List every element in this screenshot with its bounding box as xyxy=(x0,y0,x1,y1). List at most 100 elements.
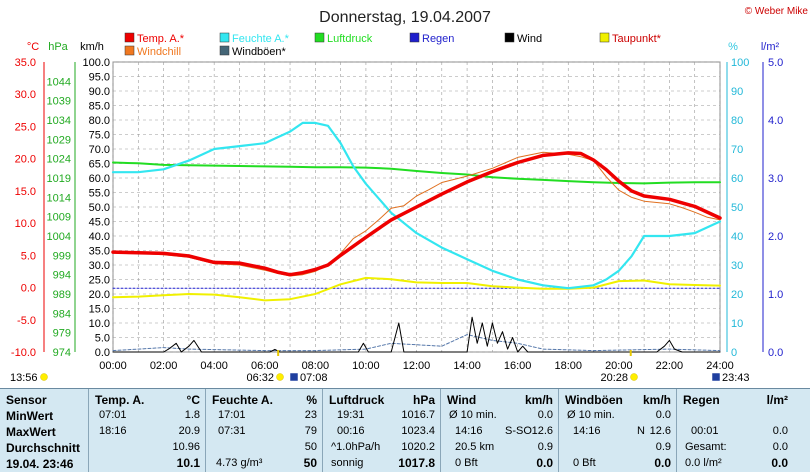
temp-min: 1.8 xyxy=(184,409,200,421)
press-max-time: 00:16 xyxy=(337,425,365,437)
temp-tick-label: 10.0 xyxy=(15,218,36,230)
legend-swatch xyxy=(314,32,325,43)
kmh-tick-label: 25.0 xyxy=(89,275,110,287)
rain-total: 0.0 xyxy=(772,441,788,453)
series-line-windb-en xyxy=(112,334,721,352)
sun-icon xyxy=(630,373,638,381)
x-tick-label: 04:00 xyxy=(200,360,228,372)
gust-10min: 0.0 xyxy=(655,409,671,421)
hum-avg: 50 xyxy=(304,441,317,453)
rain-tick-label: 0.0 xyxy=(768,347,783,359)
wind-header: Wind xyxy=(447,393,477,407)
kmh-tick-label: 35.0 xyxy=(89,246,110,258)
x-tick-label: 18:00 xyxy=(554,360,582,372)
rain-total-label: Gesamt: xyxy=(685,441,727,453)
hum-max: 79 xyxy=(304,425,317,437)
hum-unit: % xyxy=(306,393,317,407)
hpa-tick-label: 1024 xyxy=(47,154,71,166)
kmh-tick-label: 5.0 xyxy=(95,333,110,345)
hpa-tick-label: 984 xyxy=(53,308,71,320)
pct-tick-label: 90 xyxy=(731,86,743,98)
sun-moon-markers: 13:56 06:32 07:08 20:28 23:43 xyxy=(10,350,750,384)
temp-tick-label: 15.0 xyxy=(15,186,36,198)
press-forecast: sonnig xyxy=(331,457,364,469)
temp-max: 20.9 xyxy=(178,425,200,437)
chart-background xyxy=(0,0,810,388)
wind-unit: km/h xyxy=(524,393,553,407)
series-line-taupunkt xyxy=(112,276,721,302)
kmh-tick-label: 30.0 xyxy=(89,260,110,272)
current-datetime: 19.04. 23:46 xyxy=(6,457,74,471)
legend-label: Taupunkt* xyxy=(612,33,662,45)
temp-tick-label: 20.0 xyxy=(15,154,36,166)
pct-tick-label: 50 xyxy=(731,202,743,214)
temp-column: Temp. A. °C 07:01 1.8 18:16 20.9 10.96 1… xyxy=(88,389,206,472)
gust-header: Windböen xyxy=(565,393,623,407)
pct-axis-unit: % xyxy=(728,41,738,53)
gust-avg: 0.9 xyxy=(655,441,671,453)
legend-swatch xyxy=(219,45,230,56)
x-tick-label: 12:00 xyxy=(403,360,431,372)
wind-bft: 0 Bft xyxy=(455,457,478,469)
temp-unit: °C xyxy=(186,393,200,407)
kmh-tick-label: 75.0 xyxy=(89,130,110,142)
kmh-tick-label: 65.0 xyxy=(89,159,110,171)
hpa-tick-label: 994 xyxy=(53,270,71,282)
rain-now-label: 0.0 l/m² xyxy=(685,457,722,469)
series-line-windchill xyxy=(112,151,721,277)
min-row-label: MinWert xyxy=(6,409,54,423)
sun-icon xyxy=(276,373,284,381)
temp-avg: 10.96 xyxy=(172,441,200,453)
press-avg: 1020.2 xyxy=(401,441,435,453)
wind-10min-label: Ø 10 min. xyxy=(449,409,497,421)
chart-axes: °C hPa km/h% l/m² 35.0 30.0 25.0 20.0 15.0 10.0 5.… xyxy=(11,41,783,372)
kmh-tick-label: 0.0 xyxy=(95,347,110,359)
rain-tick-label: 5.0 xyxy=(768,57,783,69)
moon-icon xyxy=(289,372,299,382)
temp-tick-label: 35.0 xyxy=(15,57,36,69)
temp-tick-label: 30.0 xyxy=(15,89,36,101)
hum-min-time: 17:01 xyxy=(218,409,246,421)
temp-tick-label: -5.0 xyxy=(17,315,36,327)
gust-max-time: 14:16 xyxy=(573,425,601,437)
series-line-wind xyxy=(112,316,721,353)
x-tick-label: 08:00 xyxy=(302,360,330,372)
wind-distance: 20.5 km xyxy=(455,441,495,453)
press-header: Luftdruck xyxy=(329,393,385,407)
hpa-axis-unit: hPa xyxy=(48,41,68,53)
rain-tick-label: 1.0 xyxy=(768,289,783,301)
x-tick-label: 22:00 xyxy=(656,360,684,372)
sunset-time: 20:28 xyxy=(600,372,628,384)
wind-10min: 0.0 xyxy=(537,409,553,421)
legend-swatch xyxy=(124,45,135,56)
series-line-temp-a xyxy=(111,151,722,277)
x-tick-label: 00:00 xyxy=(99,360,127,372)
kmh-tick-label: 100.0 xyxy=(82,57,110,69)
kmh-tick-label: 95.0 xyxy=(89,72,110,84)
legend-swatch xyxy=(124,32,135,43)
avg-row-label: Durchschnitt xyxy=(6,441,81,455)
hum-absolute: 4.73 g/m³ xyxy=(216,457,263,469)
kmh-tick-label: 50.0 xyxy=(89,202,110,214)
hpa-tick-label: 1014 xyxy=(47,192,71,204)
kmh-tick-label: 80.0 xyxy=(89,115,110,127)
legend-label: Feuchte A.* xyxy=(232,33,290,45)
kmh-tick-label: 40.0 xyxy=(89,231,110,243)
gust-max-dir: N xyxy=(637,425,645,437)
hum-now: 50 xyxy=(303,456,317,470)
rain-tick-label: 2.0 xyxy=(768,231,783,243)
sun-icon xyxy=(40,373,48,381)
hpa-tick-label: 999 xyxy=(53,250,71,262)
kmh-tick-label: 45.0 xyxy=(89,217,110,229)
x-tick-label: 14:00 xyxy=(453,360,481,372)
pct-tick-label: 80 xyxy=(731,115,743,127)
kmh-tick-label: 60.0 xyxy=(89,173,110,185)
hpa-tick-label: 979 xyxy=(53,328,71,340)
gust-bft: 0 Bft xyxy=(573,457,596,469)
max-row-label: MaxWert xyxy=(6,425,56,439)
rain-time: 00:01 xyxy=(691,425,719,437)
x-tick-label: 20:00 xyxy=(605,360,633,372)
rain-tick-label: 3.0 xyxy=(768,173,783,185)
pct-tick-label: 70 xyxy=(731,144,743,156)
kmh-axis-unit: km/h xyxy=(80,41,104,53)
